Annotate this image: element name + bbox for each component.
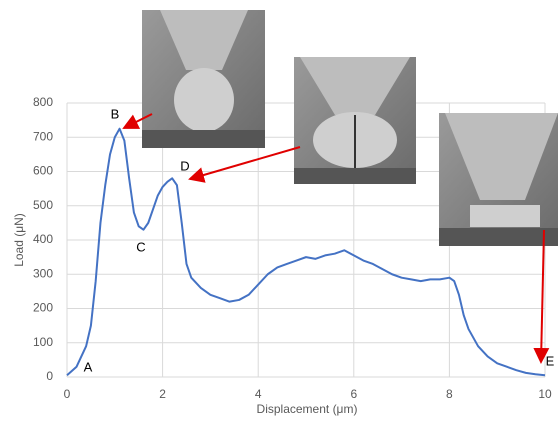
- annotation: D: [180, 158, 189, 173]
- y-tick-label: 300: [33, 266, 53, 280]
- x-tick-label: 4: [255, 387, 262, 401]
- data-line: [66, 127, 546, 377]
- x-tick-label: 6: [350, 387, 357, 401]
- x-tick-label: 10: [538, 387, 552, 401]
- x-tick-label: 8: [446, 387, 453, 401]
- annotation: C: [136, 239, 145, 254]
- arrow: [122, 113, 153, 129]
- sem-image: [294, 57, 416, 184]
- y-tick-label: 500: [33, 198, 53, 212]
- y-tick-label: 200: [33, 301, 53, 315]
- sem-image: [142, 10, 265, 148]
- y-tick-label: 800: [33, 95, 53, 109]
- y-axis-title: Load (μN): [12, 213, 26, 267]
- y-tick-label: 0: [46, 369, 53, 383]
- y-tick-label: 600: [33, 164, 53, 178]
- plot: [66, 127, 546, 377]
- annotation: E: [546, 353, 555, 368]
- y-tick-label: 400: [33, 232, 53, 246]
- y-tick-label: 100: [33, 335, 53, 349]
- y-tick-label: 700: [33, 129, 53, 143]
- arrow: [533, 229, 550, 364]
- arrows: [122, 113, 550, 364]
- annotation: B: [111, 106, 120, 121]
- x-axis-title: Displacement (μm): [257, 402, 358, 416]
- x-tick-label: 0: [64, 387, 71, 401]
- x-tick-label: 2: [159, 387, 166, 401]
- arrow: [188, 146, 301, 183]
- annotation: A: [84, 359, 93, 374]
- sem-image: [439, 113, 558, 246]
- sem-images: [142, 10, 558, 246]
